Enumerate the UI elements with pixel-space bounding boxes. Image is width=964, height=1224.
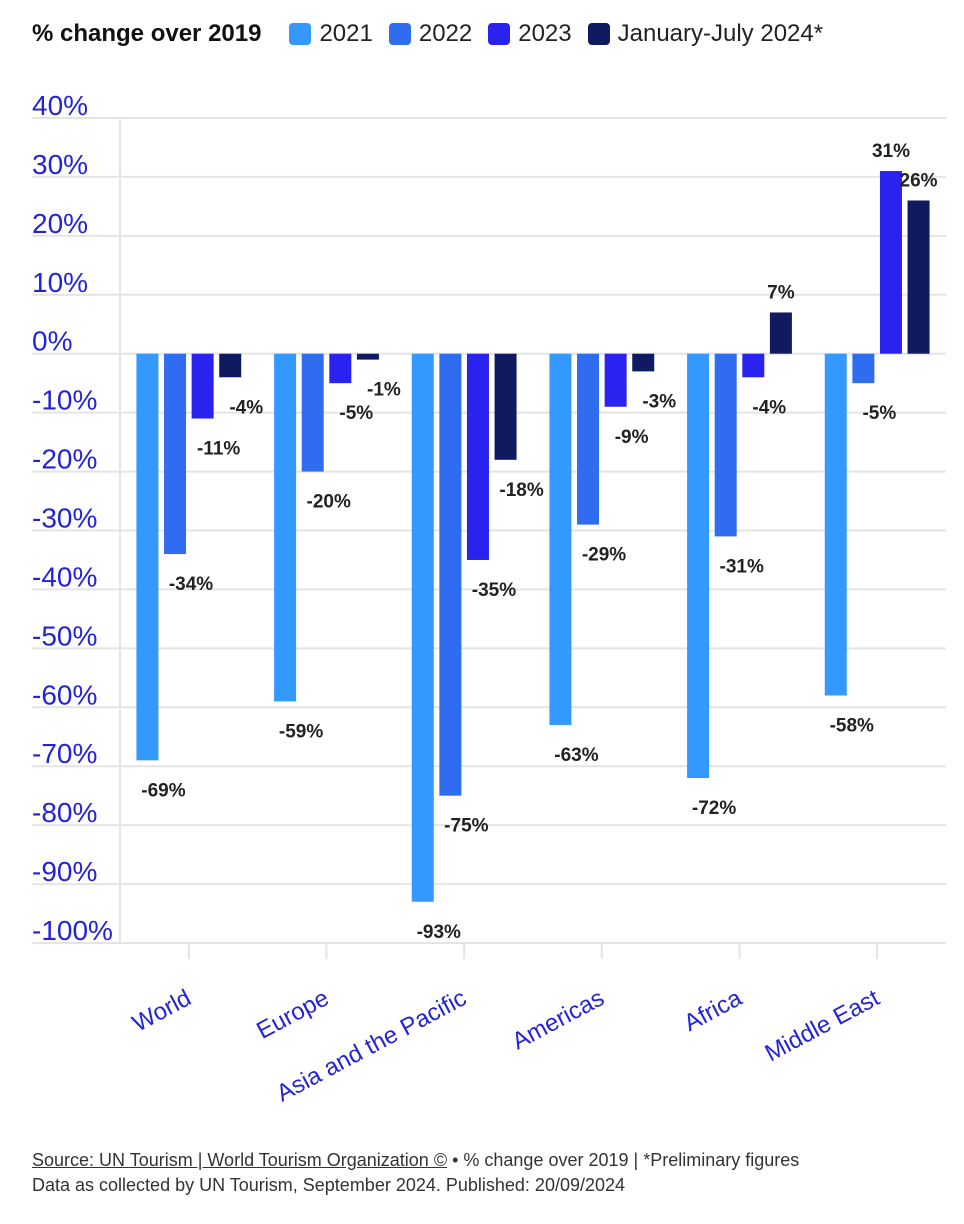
bar bbox=[907, 200, 930, 354]
bar-data-label: -4% bbox=[229, 397, 263, 418]
legend-label-2023: 2023 bbox=[518, 20, 572, 47]
bar bbox=[852, 353, 875, 384]
legend-item-2022: 2022 bbox=[388, 20, 473, 48]
bar-data-label: 26% bbox=[900, 171, 938, 192]
legend-item-2023: 2023 bbox=[488, 20, 572, 48]
footer-line-1: Source: UN Tourism | World Tourism Organ… bbox=[32, 1148, 799, 1173]
bar-data-label: -75% bbox=[444, 816, 488, 837]
bar-data-label: -5% bbox=[339, 403, 373, 424]
bar-data-label: -11% bbox=[197, 439, 240, 460]
bar bbox=[219, 353, 242, 378]
y-tick-label: -40% bbox=[32, 561, 97, 592]
y-tick-label: 20% bbox=[32, 208, 88, 239]
data-labels: -69%-34%-11%-4%-59%-20%-5%-1%-93%-75%-35… bbox=[141, 141, 937, 943]
bars bbox=[136, 171, 930, 902]
x-tick-label: World bbox=[128, 984, 196, 1037]
y-tick-label: 40% bbox=[32, 90, 88, 121]
bar-data-label: -4% bbox=[752, 397, 786, 418]
bar-data-label: 7% bbox=[767, 282, 795, 303]
y-tick-label: -30% bbox=[32, 503, 97, 534]
x-tick-label: Middle East bbox=[761, 984, 885, 1067]
bar bbox=[191, 353, 214, 419]
bar bbox=[879, 171, 902, 354]
bar bbox=[411, 353, 434, 902]
legend-item-2021: 2021 bbox=[289, 20, 373, 48]
y-tick-label: 10% bbox=[32, 267, 88, 298]
y-tick-label: -90% bbox=[32, 856, 97, 887]
y-tick-label: 30% bbox=[32, 149, 88, 180]
bar-data-label: -69% bbox=[141, 780, 185, 801]
bar-data-label: -35% bbox=[472, 580, 516, 601]
bar-data-label: -31% bbox=[720, 556, 764, 577]
bar-data-label: -34% bbox=[169, 574, 213, 595]
x-tick-label: Europe bbox=[252, 984, 333, 1044]
bar-data-label: -93% bbox=[417, 922, 461, 943]
footer-line-2: Data as collected by UN Tourism, Septemb… bbox=[32, 1175, 626, 1195]
bar bbox=[301, 353, 324, 472]
chart-legend: % change over 2019 2021 2022 2023 Januar… bbox=[32, 16, 839, 52]
bar-data-label: -63% bbox=[554, 745, 598, 766]
bar bbox=[604, 353, 627, 407]
y-tick-label: -80% bbox=[32, 797, 97, 828]
y-tick-label: 0% bbox=[32, 326, 72, 357]
bar bbox=[466, 353, 489, 560]
bar bbox=[549, 353, 572, 725]
y-tick-label: -100% bbox=[32, 915, 113, 946]
bar bbox=[164, 353, 187, 555]
y-tick-label: -50% bbox=[32, 620, 97, 651]
bar-data-label: -59% bbox=[279, 721, 323, 742]
bar-data-label: -3% bbox=[642, 391, 676, 412]
bar-data-label: 31% bbox=[872, 141, 910, 162]
bar-data-label: -58% bbox=[830, 716, 874, 737]
legend-label-2021: 2021 bbox=[319, 20, 373, 47]
chart-footer: Source: UN Tourism | World Tourism Organ… bbox=[32, 1148, 799, 1198]
legend-item-jan-jul-2024: January-July 2024* bbox=[587, 20, 824, 48]
bar-data-label: -72% bbox=[692, 798, 736, 819]
legend-label-2022: 2022 bbox=[418, 20, 473, 47]
bar-data-label: -18% bbox=[499, 480, 543, 501]
bar bbox=[274, 353, 297, 702]
y-tick-label: -10% bbox=[32, 385, 97, 416]
y-axis-tick-labels: 40% 30% 20% 10% 0% -10% -20% -30% -40% -50% -60% -7… bbox=[32, 90, 113, 946]
bar bbox=[329, 353, 352, 384]
legend-label-jan-jul-2024: January-July 2024* bbox=[617, 20, 824, 47]
y-tick-label: -20% bbox=[32, 444, 97, 475]
bar bbox=[494, 353, 517, 460]
legend-title: % change over 2019 bbox=[32, 20, 262, 47]
bar bbox=[769, 312, 792, 354]
bar bbox=[824, 353, 847, 696]
bar bbox=[687, 353, 710, 778]
bar-data-label: -9% bbox=[615, 427, 649, 448]
legend-swatch-2022 bbox=[388, 23, 411, 45]
bar-chart: 40% 30% 20% 10% 0% -10% -20% -30% -40% -50% -60% -7… bbox=[32, 90, 946, 1107]
legend-swatch-2021 bbox=[289, 23, 312, 45]
source-link[interactable]: Source: UN Tourism | World Tourism Organ… bbox=[32, 1150, 448, 1170]
bar-data-label: -20% bbox=[307, 492, 351, 513]
y-tick-label: -70% bbox=[32, 738, 97, 769]
bar bbox=[632, 353, 655, 372]
legend-swatch-2023 bbox=[488, 23, 511, 45]
bar bbox=[356, 353, 379, 360]
bar bbox=[714, 353, 737, 537]
legend-swatch-jan-jul-2024 bbox=[587, 23, 610, 45]
bar-data-label: -29% bbox=[582, 545, 626, 566]
footer-note: • % change over 2019 | *Preliminary figu… bbox=[447, 1150, 800, 1170]
y-tick-label: -60% bbox=[32, 679, 97, 710]
bar bbox=[439, 353, 462, 796]
bar-data-label: -1% bbox=[367, 380, 401, 401]
x-tick-label: Africa bbox=[679, 984, 746, 1037]
bar-data-label: -5% bbox=[862, 403, 896, 424]
x-tick-label: Americas bbox=[508, 984, 609, 1055]
bar bbox=[742, 353, 765, 378]
bar bbox=[136, 353, 159, 761]
bar bbox=[577, 353, 600, 525]
